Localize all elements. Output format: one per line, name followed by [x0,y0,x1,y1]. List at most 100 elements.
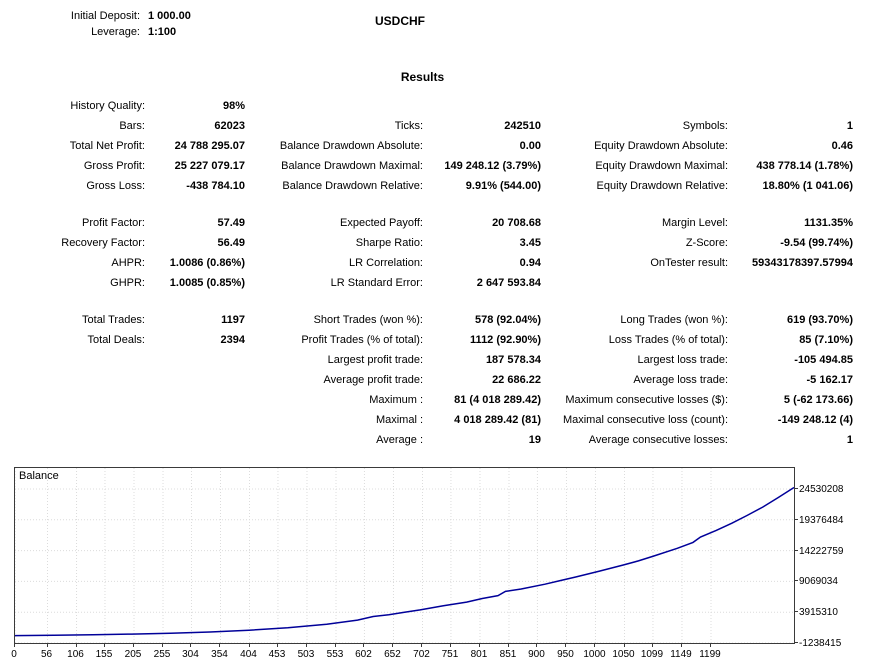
stat-row: Average : 19 Average consecutive losses: 1 [0,430,870,450]
x-axis-label: 652 [384,649,401,660]
y-axis-tick [795,580,798,582]
stat-row: Largest profit trade: 187 578.34 Largest l… [0,350,870,370]
stat-value: 619 (93.70%) [786,314,853,326]
stat-value: 98% [222,100,245,112]
stat-value: 0.00 [519,140,541,152]
x-axis-label: 106 [67,649,84,660]
stat-value [728,96,853,116]
stat-value [145,410,245,430]
stat-row: Gross Profit: 25 227 079.17 Balance Drawdo… [0,156,870,176]
x-axis-label: 702 [413,649,430,660]
stat-value: 3.45 [519,237,541,249]
stat-value: 1.0085 (0.85%) [169,277,245,289]
stat-value: -9.54 (99.74%) [780,237,853,249]
stat-value: 25 227 079.17 [174,160,245,172]
stat-value: 149 248.12 (3.79%) [444,160,541,172]
stat-value: 1 [846,120,853,132]
results-table: History Quality: 98% Bars: 62023 Ticks: 24251… [0,96,870,450]
stat-value: 81 (4 018 289.42) [454,394,541,406]
stat-value: 56.49 [217,237,245,249]
x-axis-tick [594,644,596,647]
x-axis-tick [75,644,77,647]
stat-value: 0.46 [831,140,853,152]
x-axis-label: 1000 [583,649,606,660]
stat-label: AHPR: [111,257,145,269]
stat-label: Maximum consecutive losses ($): [565,394,728,406]
stat-value: -5 162.17 [806,374,853,386]
initial-deposit-row: Initial Deposit: 1 000.00 [0,8,870,24]
x-axis-label: 751 [441,649,459,660]
x-axis-tick [46,644,48,647]
stat-value [145,350,245,370]
stat-label: Total Net Profit: [69,140,145,152]
stat-label: Long Trades (won %): [620,314,728,326]
stat-value: 0.94 [519,257,541,269]
x-axis-tick [335,644,336,647]
x-axis-label: 354 [211,649,228,660]
x-axis-tick [14,644,15,647]
stat-label: Maximal consecutive loss (count): [562,414,728,426]
stat-label: Z-Score: [685,237,728,249]
stat-value: 85 (7.10%) [799,334,853,346]
x-axis-tick [363,644,365,647]
stat-value: 242510 [504,120,541,132]
stat-row: GHPR: 1.0085 (0.85%) LR Standard Error: 2 6… [0,273,870,293]
stat-label: Average profit trade: [323,374,423,386]
stat-value [423,96,541,116]
stat-label [0,430,145,450]
stat-value: 1197 [221,314,245,326]
stat-label: Expected Payoff: [340,217,423,229]
stat-label [541,273,728,293]
y-axis-label: -1238415 [799,638,842,649]
stat-label: Recovery Factor: [61,237,145,249]
stat-label: Total Trades: [82,314,145,326]
x-axis-tick [421,644,423,647]
x-axis-label: 255 [153,649,171,660]
x-axis-tick [709,644,711,647]
results-section-title: Results [400,70,445,84]
stat-label: Loss Trades (% of total): [608,334,728,346]
stat-label: LR Correlation: [349,257,423,269]
x-axis-tick [248,644,250,647]
stat-row: Total Trades: 1197 Short Trades (won %): 57… [0,310,870,330]
stat-label: Gross Profit: [83,160,145,172]
y-axis-label: 3915310 [799,607,838,619]
stat-value: 59343178397.57994 [752,257,853,269]
x-axis-label: 155 [95,649,113,660]
stat-label [541,96,728,116]
x-axis-label: 453 [268,649,286,660]
balance-series-line [15,486,794,637]
stat-value: 1112 (92.90%) [470,334,541,346]
x-axis-tick [162,644,164,647]
y-axis-label: 19376484 [799,514,844,526]
x-axis-tick [623,644,625,647]
y-axis-tick [795,642,798,643]
stat-value: 1 [846,434,853,446]
stat-label: History Quality: [70,100,145,112]
stat-value: 20 708.68 [492,217,541,229]
stat-row: Total Net Profit: 24 788 295.07 Balance Dr… [0,136,870,156]
x-axis-label: 0 [11,649,17,660]
x-axis-label: 851 [499,649,517,660]
stat-label: Largest loss trade: [637,354,729,366]
x-axis-label: 1099 [640,649,664,660]
x-axis-label: 1050 [612,649,635,660]
report-header: Initial Deposit: 1 000.00 Leverage: 1:100 … [0,0,870,52]
x-axis-tick [103,644,105,647]
stat-label: Equity Drawdown Absolute: [594,140,728,152]
stat-label: Equity Drawdown Maximal: [595,160,728,172]
x-axis-tick [305,644,307,647]
balance-chart-plot-area[interactable]: Balance [14,467,795,644]
x-axis-tick [536,644,538,647]
stat-label: Sharpe Ratio: [355,237,423,249]
stat-label: Average consecutive losses: [588,434,728,446]
stat-label: Balance Drawdown Maximal: [281,160,423,172]
stat-row: Maximum : 81 (4 018 289.42) Maximum consec… [0,390,870,410]
x-axis-label: 602 [355,649,372,660]
stats-group-2: Profit Factor: 57.49 Expected Payoff: 20 70… [0,213,870,293]
stat-value [728,273,853,293]
stat-row: History Quality: 98% [0,96,870,116]
x-axis-tick [680,644,682,647]
x-axis-tick [219,644,221,647]
